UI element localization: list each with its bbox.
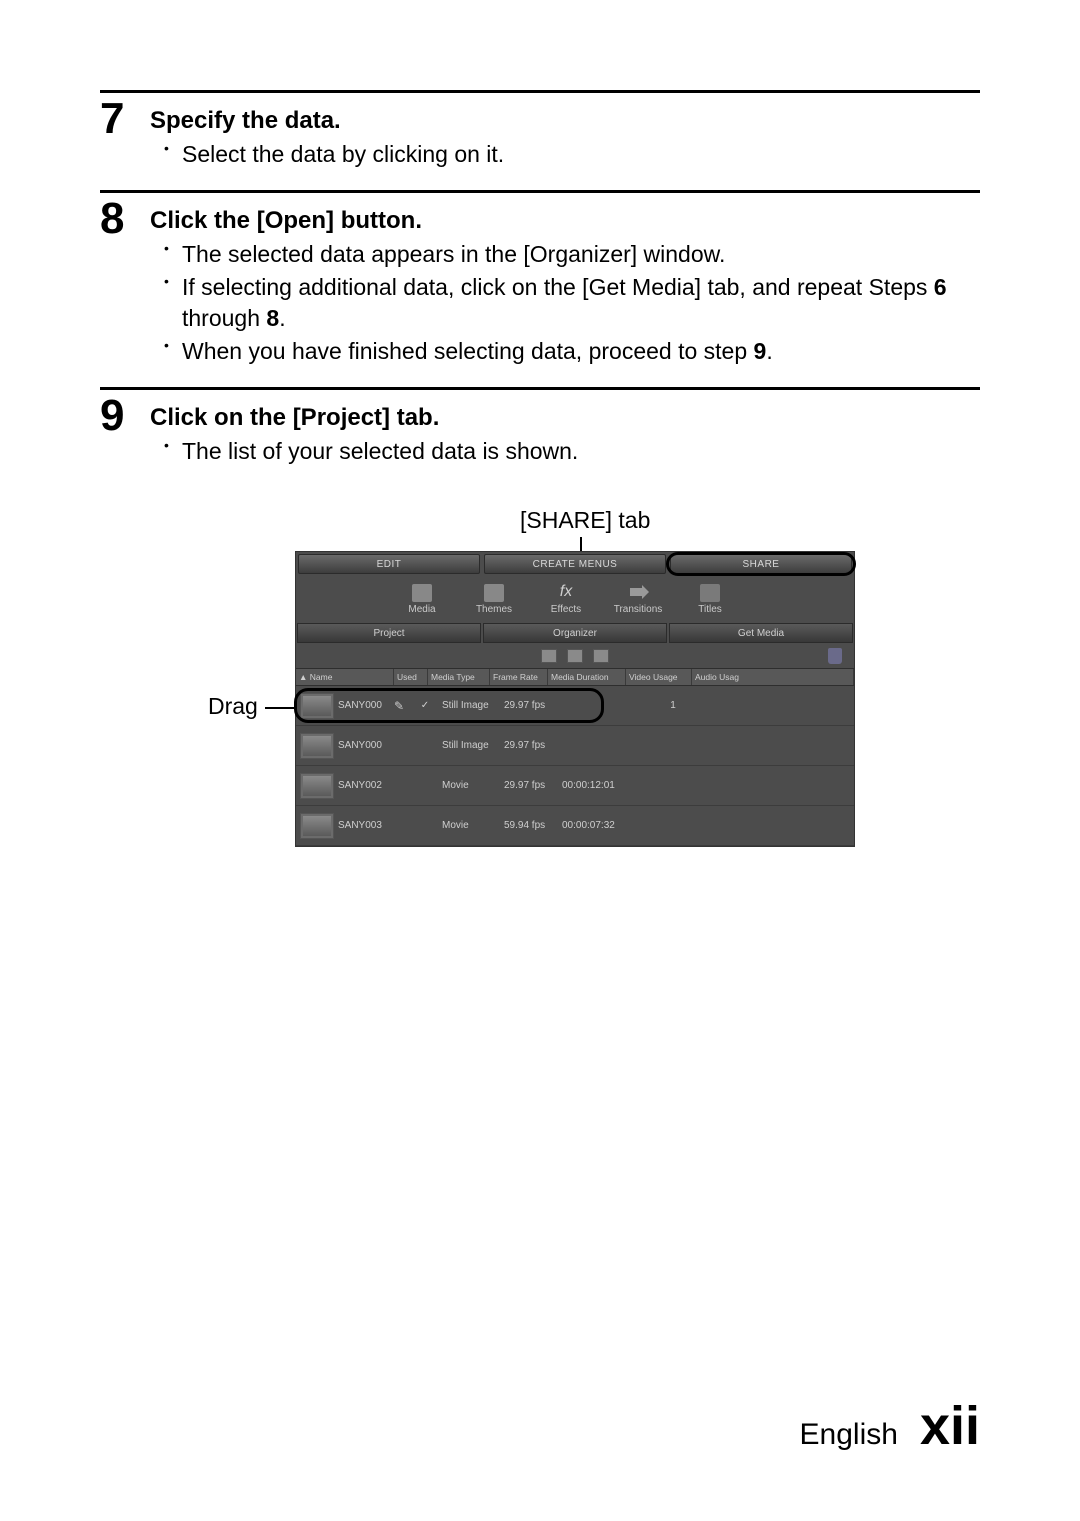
step-number: 7 — [100, 97, 150, 141]
media-name: SANY003 — [338, 820, 394, 831]
media-framerate: 29.97 fps — [504, 700, 562, 711]
manual-page: 7Specify the data. Select the data by cli… — [0, 0, 1080, 567]
app-screenshot: EDITCREATE MENUSSHARE Media Themes fx Effec… — [295, 551, 855, 847]
media-row[interactable]: SANY000✎✓Still Image29.97 fps 1 — [296, 686, 854, 726]
step-title: Click on the [Project] tab. — [150, 404, 980, 432]
media-type: Movie — [442, 820, 504, 831]
toolbar-transitions-button[interactable]: Transitions — [602, 576, 674, 622]
toolbar-label: Titles — [698, 604, 722, 615]
media-row[interactable]: SANY000 Still Image29.97 fps — [296, 726, 854, 766]
media-name: SANY000 — [338, 700, 394, 711]
step-number: 8 — [100, 197, 150, 241]
media-framerate: 29.97 fps — [504, 780, 562, 791]
media-framerate: 29.97 fps — [504, 740, 562, 751]
step-bullet: When you have finished selecting data, p… — [164, 336, 980, 367]
media-thumbnail — [300, 773, 334, 799]
view-icon-row — [296, 644, 854, 668]
media-row[interactable]: SANY003 Movie59.94 fps00:00:07:32 — [296, 806, 854, 846]
column-header[interactable]: Video Usage — [626, 669, 692, 685]
drag-callout: Drag — [208, 693, 258, 720]
callout-line — [580, 537, 582, 551]
footer-language: English — [800, 1418, 898, 1452]
toolbar-titles-button[interactable]: Titles — [674, 576, 746, 622]
footer-page-number: xii — [920, 1395, 980, 1457]
share-tab-callout: [SHARE] tab — [520, 507, 650, 534]
step-title: Click the [Open] button. — [150, 207, 980, 235]
column-header[interactable]: Media Type — [428, 669, 490, 685]
step-divider — [100, 90, 980, 93]
toolbar-label: Transitions — [614, 604, 663, 615]
step-bullet: If selecting additional data, click on t… — [164, 272, 980, 334]
media-thumbnail — [300, 693, 334, 719]
instruction-step: 9Click on the [Project] tab. The list of … — [100, 387, 980, 469]
step-divider — [100, 190, 980, 193]
media-duration: 00:00:07:32 — [562, 820, 640, 831]
media-type: Still Image — [442, 740, 504, 751]
media-name: SANY002 — [338, 780, 394, 791]
toolbar-label: Effects — [551, 604, 581, 615]
media-type: Still Image — [442, 700, 504, 711]
step-number: 9 — [100, 394, 150, 438]
subtab-organizer[interactable]: Organizer — [483, 623, 667, 643]
instruction-step: 7Specify the data. Select the data by cli… — [100, 90, 980, 172]
effects-icon: fx — [556, 584, 576, 602]
media-icon — [412, 584, 432, 602]
page-footer: English xii — [800, 1395, 980, 1457]
view-icon[interactable] — [567, 649, 583, 663]
column-header[interactable]: Media Duration — [548, 669, 626, 685]
toolbar-effects-button[interactable]: fx Effects — [530, 576, 602, 622]
toolbar-themes-button[interactable]: Themes — [458, 576, 530, 622]
column-header[interactable]: Frame Rate — [490, 669, 548, 685]
media-row[interactable]: SANY002 Movie29.97 fps00:00:12:01 — [296, 766, 854, 806]
step-bullet: The selected data appears in the [Organi… — [164, 239, 980, 270]
toolbar-label: Themes — [476, 604, 512, 615]
subtab-project[interactable]: Project — [297, 623, 481, 643]
subtab-get-media[interactable]: Get Media — [669, 623, 853, 643]
themes-icon — [484, 584, 504, 602]
media-type: Movie — [442, 780, 504, 791]
step-title: Specify the data. — [150, 107, 980, 135]
toolbar-label: Media — [408, 604, 435, 615]
media-name: SANY000 — [338, 740, 394, 751]
main-tab-edit[interactable]: EDIT — [298, 554, 480, 574]
media-used: ✓ — [408, 700, 442, 711]
view-icon[interactable] — [541, 649, 557, 663]
column-header[interactable]: Audio Usag — [692, 669, 854, 685]
media-framerate: 59.94 fps — [504, 820, 562, 831]
column-header[interactable]: Used — [394, 669, 428, 685]
media-duration: 00:00:12:01 — [562, 780, 640, 791]
step-bullet: The list of your selected data is shown. — [164, 436, 980, 467]
step-bullet: Select the data by clicking on it. — [164, 139, 980, 170]
trash-icon[interactable] — [828, 648, 842, 664]
titles-icon — [700, 584, 720, 602]
edit-icon: ✎ — [394, 699, 408, 713]
media-video-usage: 1 — [640, 700, 706, 711]
callout-line — [265, 707, 295, 709]
media-thumbnail — [300, 813, 334, 839]
instruction-step: 8Click the [Open] button. The selected da… — [100, 190, 980, 369]
media-thumbnail — [300, 733, 334, 759]
main-tab-share[interactable]: SHARE — [670, 554, 852, 574]
transitions-icon — [628, 584, 648, 602]
step-divider — [100, 387, 980, 390]
toolbar-media-button[interactable]: Media — [386, 576, 458, 622]
column-header[interactable]: ▲ Name — [296, 669, 394, 685]
view-icon[interactable] — [593, 649, 609, 663]
main-tab-create-menus[interactable]: CREATE MENUS — [484, 554, 666, 574]
